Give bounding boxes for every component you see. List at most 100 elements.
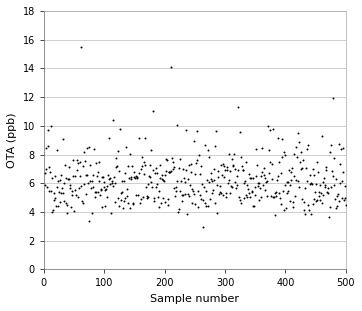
Point: [259, 169, 265, 174]
Point: [135, 174, 140, 179]
Point: [109, 181, 114, 186]
Point: [269, 177, 275, 182]
Point: [290, 205, 296, 210]
Point: [261, 166, 267, 171]
Point: [64, 202, 70, 207]
Point: [251, 203, 257, 208]
Point: [137, 200, 143, 205]
Point: [114, 164, 120, 169]
Point: [210, 179, 215, 184]
Point: [312, 196, 317, 201]
Point: [303, 165, 309, 170]
Point: [316, 194, 322, 199]
Point: [121, 198, 127, 203]
Point: [75, 160, 81, 165]
Point: [257, 185, 263, 190]
Point: [50, 210, 55, 215]
Point: [166, 170, 172, 175]
Point: [246, 172, 252, 177]
Point: [177, 189, 183, 194]
Point: [120, 205, 126, 210]
Point: [225, 180, 231, 185]
Point: [306, 203, 311, 208]
Point: [243, 159, 249, 164]
Point: [274, 177, 280, 182]
Point: [235, 105, 241, 110]
Point: [237, 129, 243, 134]
Point: [255, 180, 261, 185]
Point: [283, 206, 289, 211]
Point: [96, 178, 102, 183]
Point: [179, 198, 185, 203]
Point: [150, 167, 156, 172]
Point: [156, 188, 162, 193]
Point: [313, 198, 319, 203]
Point: [206, 155, 212, 160]
Point: [238, 201, 244, 206]
Point: [95, 170, 101, 175]
Point: [312, 189, 318, 194]
Point: [52, 174, 58, 179]
Point: [306, 207, 312, 212]
Point: [272, 191, 277, 196]
Point: [111, 174, 117, 179]
Point: [148, 147, 154, 152]
Point: [55, 179, 61, 184]
Point: [42, 170, 47, 175]
Point: [217, 184, 223, 189]
Point: [324, 190, 330, 195]
Point: [252, 184, 258, 189]
Point: [47, 169, 53, 174]
Point: [211, 178, 216, 183]
Point: [91, 147, 97, 152]
Point: [230, 163, 236, 168]
Point: [58, 173, 64, 178]
Point: [174, 123, 180, 128]
Point: [100, 174, 105, 179]
Point: [139, 164, 144, 169]
Point: [266, 170, 272, 175]
Point: [321, 176, 327, 181]
Point: [124, 186, 130, 191]
Point: [163, 169, 169, 174]
Point: [56, 190, 62, 195]
Point: [66, 177, 72, 182]
Point: [185, 176, 190, 181]
Point: [321, 193, 327, 197]
Point: [241, 196, 247, 201]
Point: [324, 164, 329, 169]
Point: [142, 163, 148, 168]
Point: [219, 162, 224, 167]
Point: [141, 172, 147, 177]
Point: [107, 175, 113, 180]
Point: [295, 179, 300, 184]
Point: [155, 182, 160, 187]
Point: [227, 191, 233, 196]
Point: [161, 179, 167, 184]
Point: [286, 188, 291, 193]
Point: [202, 201, 207, 206]
Point: [125, 163, 131, 168]
Point: [279, 154, 285, 159]
Point: [113, 155, 119, 160]
Point: [304, 179, 310, 183]
Point: [205, 204, 211, 209]
Y-axis label: OTA (ppb): OTA (ppb): [7, 113, 17, 168]
Point: [78, 44, 84, 49]
Point: [293, 145, 299, 150]
Point: [188, 162, 194, 167]
Point: [327, 205, 332, 210]
Point: [116, 203, 122, 208]
Point: [308, 181, 314, 186]
Point: [124, 194, 130, 199]
Point: [341, 169, 346, 174]
Point: [302, 211, 308, 216]
Point: [42, 183, 48, 188]
Point: [167, 170, 172, 175]
Point: [201, 197, 206, 202]
Point: [212, 144, 218, 149]
Point: [146, 182, 151, 187]
Point: [245, 186, 251, 191]
Point: [328, 185, 334, 190]
Point: [214, 183, 220, 188]
